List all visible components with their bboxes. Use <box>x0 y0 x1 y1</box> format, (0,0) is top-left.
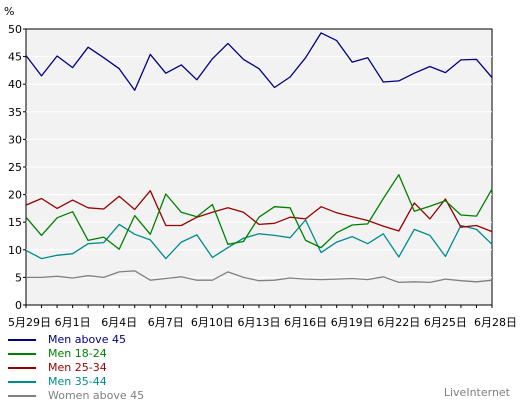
y-tick-label: 40 <box>8 78 22 91</box>
y-axis-unit: % <box>4 5 14 18</box>
y-tick-label: 50 <box>8 23 22 36</box>
x-tick-label: 6月4日 <box>101 316 137 329</box>
x-tick-label: 6月10日 <box>191 316 234 329</box>
x-tick-label: 6月16日 <box>284 316 327 329</box>
y-tick-label: 15 <box>8 216 22 229</box>
x-tick-label: 6月1日 <box>55 316 91 329</box>
legend-swatch <box>8 381 36 383</box>
series-line-men-18-24 <box>25 174 493 250</box>
legend-label: Men 25-34 <box>48 361 107 374</box>
legend-label: Men above 45 <box>48 333 126 346</box>
x-tick-label: 6月22日 <box>377 316 420 329</box>
legend-swatch <box>8 395 36 397</box>
y-tick-label: 45 <box>8 51 22 64</box>
y-tick-label: 30 <box>8 133 22 146</box>
series-lines <box>25 32 493 284</box>
legend-swatch <box>8 367 36 369</box>
legend-item: Women above 45 <box>8 389 308 403</box>
series-line-women-above-45 <box>26 270 493 284</box>
y-tick-label: 0 <box>15 299 22 312</box>
line-chart: 0 5 10 15 20 25 30 35 40 45 50 5月29日 6月1日 6月4日 6月7日 6月… <box>4 5 517 329</box>
legend-item: Men 25-34 <box>8 361 308 375</box>
series-line-men-25-34 <box>25 190 493 233</box>
legend-label: Men 35-44 <box>48 375 107 388</box>
y-tick-label: 10 <box>8 244 22 257</box>
legend-item: Men 18-24 <box>8 347 308 361</box>
x-tick-label: 5月29日 <box>8 316 51 329</box>
legend: Men above 45 Men 18-24 Men 25-34 Men 35-44 W… <box>8 333 308 403</box>
y-axis-ticks: 0 5 10 15 20 25 30 35 40 45 50 <box>8 23 26 312</box>
series-line-men-35-44 <box>25 219 493 260</box>
x-tick-label: 6月28日 <box>474 316 517 329</box>
y-tick-label: 35 <box>8 106 22 119</box>
legend-item: Men 35-44 <box>8 375 308 389</box>
x-tick-label: 6月25日 <box>424 316 467 329</box>
y-tick-label: 20 <box>8 189 22 202</box>
legend-swatch <box>8 339 36 341</box>
legend-label: Women above 45 <box>48 389 145 402</box>
x-tick-label: 6月7日 <box>148 316 184 329</box>
legend-swatch <box>8 353 36 355</box>
series-line-men-above-45 <box>25 32 493 91</box>
y-tick-label: 5 <box>15 271 22 284</box>
brand-label: LiveInternet <box>443 386 510 399</box>
y-tick-label: 25 <box>8 161 22 174</box>
x-axis-ticks: 5月29日 6月1日 6月4日 6月7日 6月10日 6月13日 6月16日 6月19日 6月2… <box>8 305 517 329</box>
x-tick-label: 6月19日 <box>331 316 374 329</box>
legend-item: Men above 45 <box>8 333 308 347</box>
legend-label: Men 18-24 <box>48 347 107 360</box>
x-tick-label: 6月13日 <box>238 316 281 329</box>
